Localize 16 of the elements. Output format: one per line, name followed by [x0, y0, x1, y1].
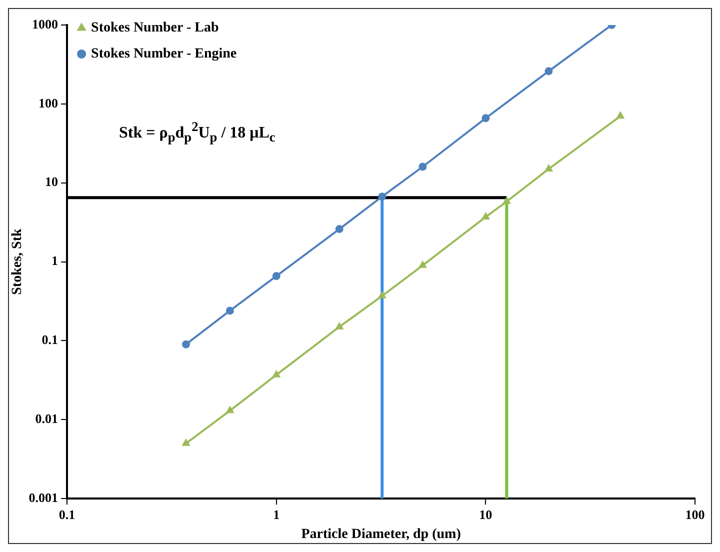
x-tick-label: 100 — [685, 506, 705, 522]
y-tick-label: 0.1 — [42, 332, 58, 348]
y-axis-title: Stokes, Stk — [10, 228, 26, 295]
y-tick-label: 100 — [38, 95, 58, 110]
y-tick-label: 1000 — [32, 16, 58, 32]
y-tick-label: 1 — [52, 253, 58, 268]
x-tick-label: 0.1 — [58, 506, 76, 522]
x-axis-title: Particle Diameter, dp (um) — [301, 527, 462, 542]
y-tick-label: 0.01 — [35, 411, 58, 426]
text: Stk = ρ$_{p}$d$_{p}$$^{2}$U$_{p}$ / 18 μL$_{c}$ — [119, 119, 276, 145]
y-tick-label: 10 — [45, 174, 58, 190]
y-tick-label: 0.001 — [28, 490, 58, 505]
x-tick-label: 10 — [479, 506, 492, 522]
legend-label: Stokes Number - Engine — [91, 46, 237, 62]
legend-label: Stokes Number - Lab — [91, 20, 219, 36]
x-tick-label: 1 — [273, 506, 280, 522]
